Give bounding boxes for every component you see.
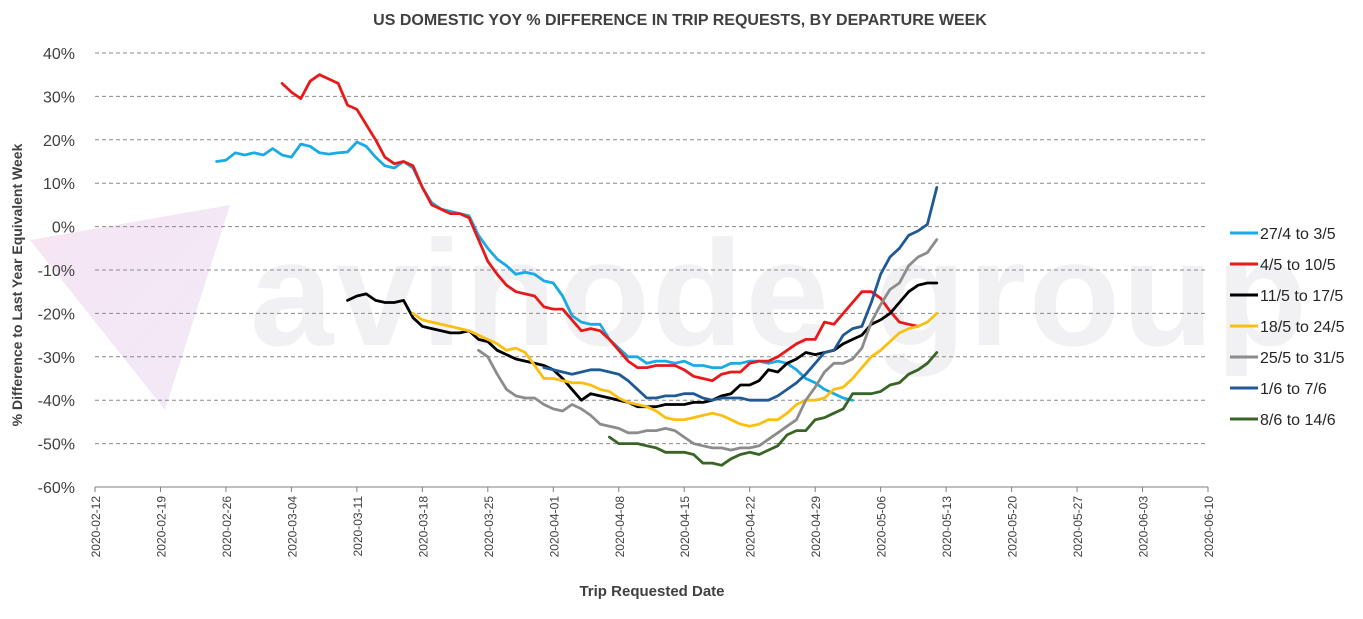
x-tick-label: 2020-04-08: [613, 496, 627, 558]
y-tick-label: -50%: [38, 437, 75, 454]
legend-label: 25/5 to 31/5: [1260, 350, 1345, 367]
x-axis: 2020-02-12 2020-02-19 2020-02-26 2020-03-04…: [89, 486, 1216, 558]
series-line: [542, 186, 939, 402]
y-tick-label: 30%: [43, 89, 75, 106]
y-tick-label: -10%: [38, 263, 75, 280]
x-tick-label: 2020-04-29: [809, 496, 823, 558]
legend-label: 4/5 to 10/5: [1260, 257, 1336, 274]
y-tick-label: -40%: [38, 393, 75, 410]
y-tick-label: 20%: [43, 133, 75, 150]
legend-label: 1/6 to 7/6: [1260, 381, 1327, 398]
series-line: [280, 73, 920, 383]
legend: 27/4 to 3/5 4/5 to 10/5 11/5 to 17/5 18/5 t…: [1230, 226, 1345, 429]
watermark-text: avinode group: [250, 209, 1309, 377]
series-line: [215, 140, 854, 402]
x-tick-label: 2020-05-27: [1071, 496, 1085, 558]
y-axis-tick-labels: 40% 30% 20% 10% 0% -10% -20% -30% -40% -50% -60%: [38, 46, 75, 497]
x-tick-label: 2020-03-18: [416, 496, 430, 558]
legend-label: 27/4 to 3/5: [1260, 226, 1336, 243]
x-tick-label: 2020-02-19: [154, 496, 168, 558]
legend-label: 18/5 to 24/5: [1260, 319, 1345, 336]
y-tick-label: -30%: [38, 350, 75, 367]
chart-title: US DOMESTIC YOY % DIFFERENCE IN TRIP REQ…: [373, 12, 987, 29]
x-tick-label: 2020-04-15: [678, 496, 692, 558]
x-tick-label: 2020-05-20: [1006, 496, 1020, 558]
y-tick-label: 0%: [52, 220, 75, 237]
x-tick-label: 2020-03-11: [351, 496, 365, 557]
x-tick-label: 2020-04-22: [744, 496, 758, 558]
x-tick-label: 2020-02-12: [89, 496, 103, 558]
watermark-logo-mark: [30, 205, 230, 410]
y-tick-label: 40%: [43, 46, 75, 63]
series-line: [411, 311, 939, 428]
x-tick-label: 2020-03-25: [482, 496, 496, 558]
grid-lines: [95, 52, 1208, 488]
x-axis-label: Trip Requested Date: [579, 583, 724, 600]
y-tick-label: 10%: [43, 176, 75, 193]
y-tick-label: -60%: [38, 480, 75, 497]
x-tick-label: 2020-04-01: [547, 496, 561, 558]
x-tick-label: 2020-03-04: [285, 496, 299, 558]
legend-label: 11/5 to 17/5: [1260, 288, 1343, 305]
series-line: [477, 238, 939, 452]
x-tick-label: 2020-05-06: [875, 496, 889, 558]
watermark-logo: avinode group: [30, 205, 1309, 410]
y-tick-label: -20%: [38, 306, 75, 323]
x-tick-label: 2020-02-26: [220, 496, 234, 558]
legend-label: 8/6 to 14/6: [1260, 412, 1336, 429]
series-lines: [215, 73, 939, 467]
x-tick-label: 2020-06-10: [1202, 496, 1216, 558]
x-tick-label: 2020-06-03: [1137, 496, 1151, 558]
x-tick-label: 2020-05-13: [940, 496, 954, 558]
series-line: [608, 351, 939, 467]
y-axis-label: % Difference to Last Year Equivalent Wee…: [9, 143, 25, 426]
